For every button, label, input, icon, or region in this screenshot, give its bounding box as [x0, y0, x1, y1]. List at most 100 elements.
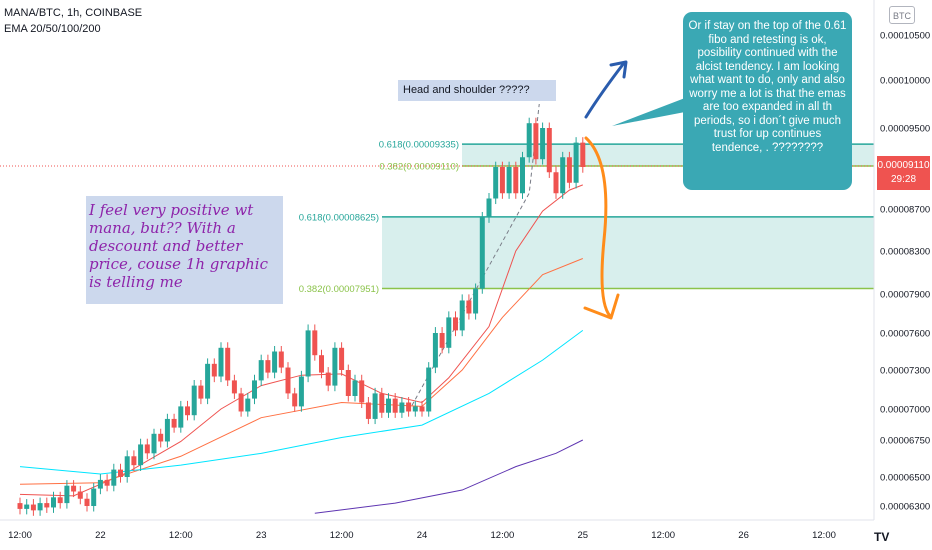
candle-body-80	[553, 172, 559, 194]
x-tick-label: 26	[738, 530, 749, 541]
candle-body-73	[506, 167, 512, 194]
arrow-down-curve	[584, 136, 612, 318]
candle-body-8	[71, 485, 77, 492]
candle-body-13	[104, 479, 110, 486]
candle-body-4	[44, 503, 50, 508]
candle-body-2	[30, 504, 36, 511]
candle-body-74	[513, 167, 519, 194]
candle-body-35	[252, 380, 257, 399]
candle-body-62	[432, 333, 438, 368]
candle-body-16	[124, 456, 130, 477]
candle-body-52	[365, 402, 371, 419]
y-tick-label: 0.00006500	[880, 473, 930, 484]
candle-body-40	[285, 367, 291, 394]
fib-label-1: 0.382(0.00009110)	[379, 162, 459, 173]
candle-body-28	[205, 363, 211, 399]
arrow-up-curve	[584, 61, 626, 119]
y-tick-label: 0.00006750	[880, 436, 930, 447]
candle-body-64	[446, 317, 452, 348]
candle-body-68	[473, 288, 479, 314]
x-tick-label: 24	[417, 530, 428, 541]
last-price-tag: 0.00009110 29:28	[877, 156, 930, 190]
y-tick-label: 0.00006300	[880, 502, 930, 513]
candle-body-43	[305, 330, 311, 377]
candle-body-71	[493, 167, 499, 199]
candle-body-58	[406, 402, 412, 412]
y-tick-label: 0.00008700	[880, 205, 930, 216]
candle-body-17	[131, 456, 137, 466]
candle-body-54	[379, 393, 385, 413]
candle-body-61	[426, 367, 432, 412]
right-callout-note: Or if stay on the top of the 0.61 fibo a…	[683, 12, 852, 190]
ema-line-3	[314, 439, 584, 514]
candle-body-11	[91, 488, 97, 506]
bar-countdown: 29:28	[890, 174, 917, 185]
candle-body-37	[265, 360, 271, 373]
candle-body-72	[499, 167, 505, 194]
candle-body-38	[272, 351, 278, 373]
x-tick-label: 12:00	[8, 530, 32, 541]
candle-body-0	[17, 503, 23, 509]
candle-body-41	[292, 393, 298, 407]
x-tick-label: 25	[578, 530, 589, 541]
symbol-title: MANA/BTC, 1h, COINBASE	[4, 7, 143, 19]
candle-body-27	[198, 385, 204, 399]
x-tick-label: 12:00	[330, 530, 354, 541]
x-tick-label: 12:00	[169, 530, 193, 541]
callout-pointer	[612, 98, 685, 126]
candle-body-10	[84, 498, 90, 506]
candle-body-23	[171, 418, 177, 428]
candle-body-67	[466, 300, 472, 314]
candle-body-79	[546, 128, 552, 173]
candle-body-65	[453, 317, 458, 331]
fib-label-2: 0.618(0.00008625)	[299, 212, 379, 223]
x-tick-label: 12:00	[651, 530, 675, 541]
head-shoulder-note: Head and shoulder ?????	[398, 80, 556, 101]
candle-body-69	[479, 217, 485, 289]
y-tick-label: 0.00009500	[880, 124, 930, 135]
y-tick-label: 0.00007600	[880, 329, 930, 340]
candle-body-50	[352, 380, 358, 396]
arrow-down-head	[583, 293, 620, 320]
candle-body-46	[325, 372, 331, 386]
candle-body-75	[520, 157, 525, 194]
candle-body-34	[245, 398, 251, 412]
candle-body-29	[211, 363, 217, 377]
y-tick-label: 0.00010500	[880, 31, 930, 42]
last-price-value: 0.00009110	[877, 160, 930, 171]
indicator-legend[interactable]: EMA 20/50/100/200	[4, 23, 101, 35]
y-tick-label: 0.00007000	[880, 405, 930, 416]
currency-button[interactable]: BTC	[889, 6, 915, 24]
candle-body-3	[37, 503, 43, 511]
candle-body-44	[312, 330, 318, 356]
y-tick-label: 0.00008300	[880, 247, 930, 258]
candle-body-14	[111, 469, 117, 486]
candle-body-1	[24, 504, 30, 509]
tradingview-logo: TV	[874, 530, 890, 544]
candle-body-6	[57, 497, 63, 504]
candle-body-51	[359, 380, 365, 403]
candle-body-76	[526, 123, 532, 158]
candle-body-9	[77, 491, 83, 499]
candle-body-30	[218, 347, 224, 377]
candle-body-55	[386, 398, 391, 413]
candle-body-18	[138, 444, 144, 466]
candle-body-25	[185, 406, 190, 416]
candle-body-24	[178, 406, 184, 428]
candle-body-49	[345, 370, 351, 396]
fib-label-3: 0.382(0.00007951)	[299, 284, 379, 295]
arrow-up-head	[609, 60, 628, 79]
candle-body-39	[278, 351, 284, 368]
x-tick-label: 12:00	[812, 530, 836, 541]
candle-body-78	[540, 128, 546, 160]
candle-body-59	[412, 406, 418, 412]
candle-body-56	[392, 398, 398, 413]
candle-body-48	[339, 347, 345, 370]
candle-body-53	[372, 393, 378, 419]
candle-body-82	[566, 157, 572, 183]
candle-body-26	[191, 385, 197, 416]
x-tick-label: 12:00	[491, 530, 515, 541]
candle-body-66	[459, 300, 465, 331]
